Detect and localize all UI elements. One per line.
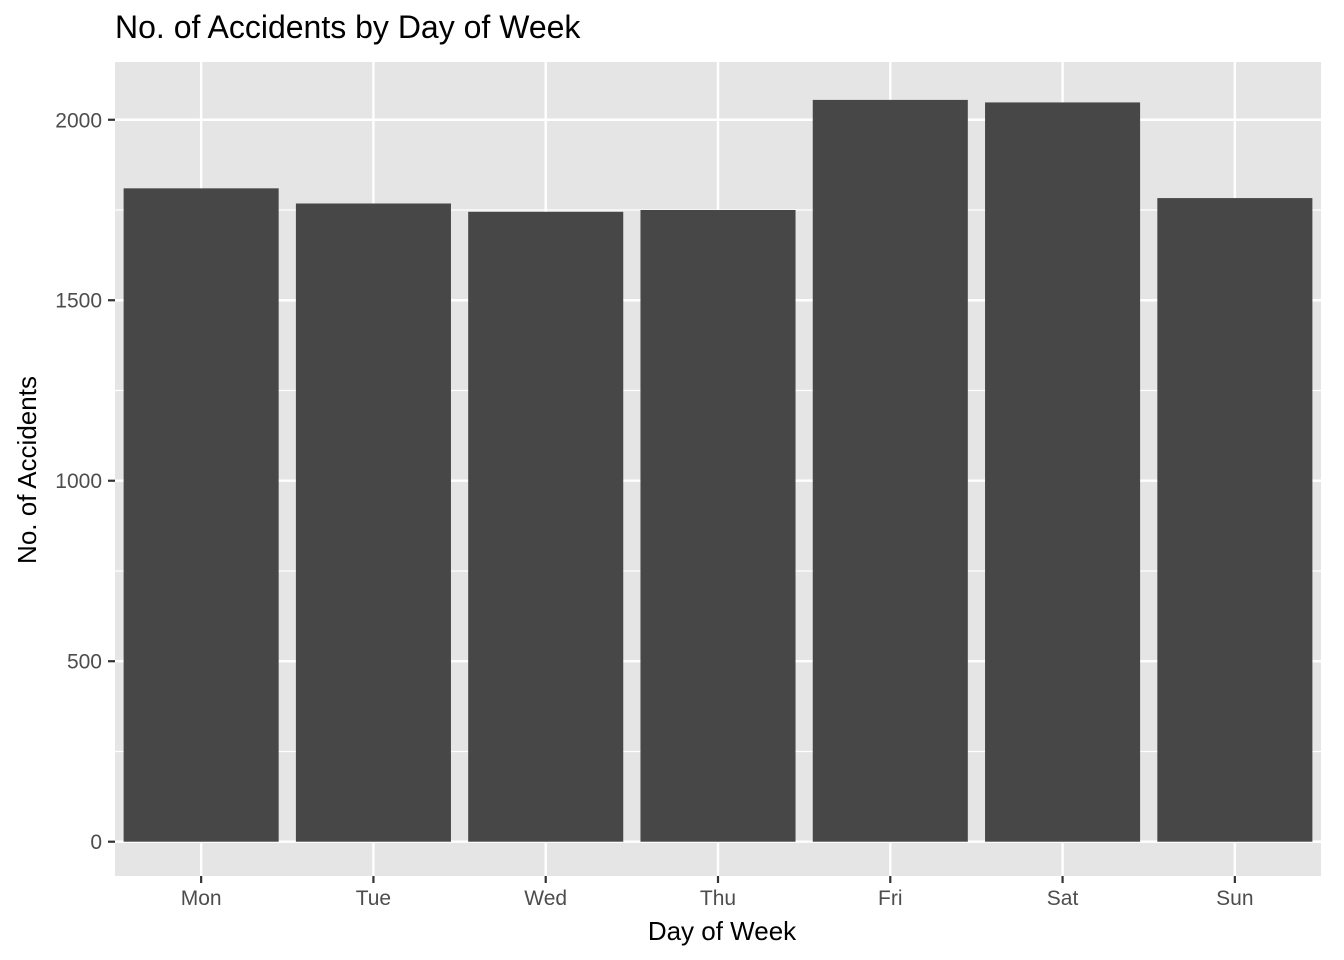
x-tick-label: Thu — [700, 887, 736, 910]
x-tick-label: Mon — [181, 887, 222, 910]
bars — [123, 99, 1313, 842]
x-tick-label: Wed — [524, 887, 567, 910]
y-tick-label: 0 — [90, 831, 102, 854]
x-tick-label: Fri — [878, 887, 903, 910]
bar-sun — [1157, 198, 1313, 842]
y-axis: 0 500 1000 1500 2000 — [55, 109, 115, 854]
bar-thu — [640, 210, 796, 842]
bar-fri — [812, 99, 968, 842]
bar-sat — [985, 102, 1141, 842]
y-tick-label: 1000 — [55, 470, 102, 493]
x-tick-label: Sat — [1047, 887, 1079, 910]
y-tick-label: 1500 — [55, 290, 102, 313]
y-axis-title: No. of Accidents — [12, 376, 42, 564]
chart-title: No. of Accidents by Day of Week — [115, 9, 581, 45]
y-tick-label: 500 — [67, 651, 102, 674]
x-axis-title: Day of Week — [648, 916, 797, 946]
x-tick-label: Tue — [356, 887, 391, 910]
bar-wed — [468, 211, 624, 842]
x-tick-label: Sun — [1216, 887, 1253, 910]
x-axis: Mon Tue Wed Thu Fri Sat Sun — [181, 876, 1254, 910]
bar-mon — [123, 188, 279, 842]
y-tick-label: 2000 — [55, 109, 102, 132]
bar-tue — [295, 203, 451, 842]
